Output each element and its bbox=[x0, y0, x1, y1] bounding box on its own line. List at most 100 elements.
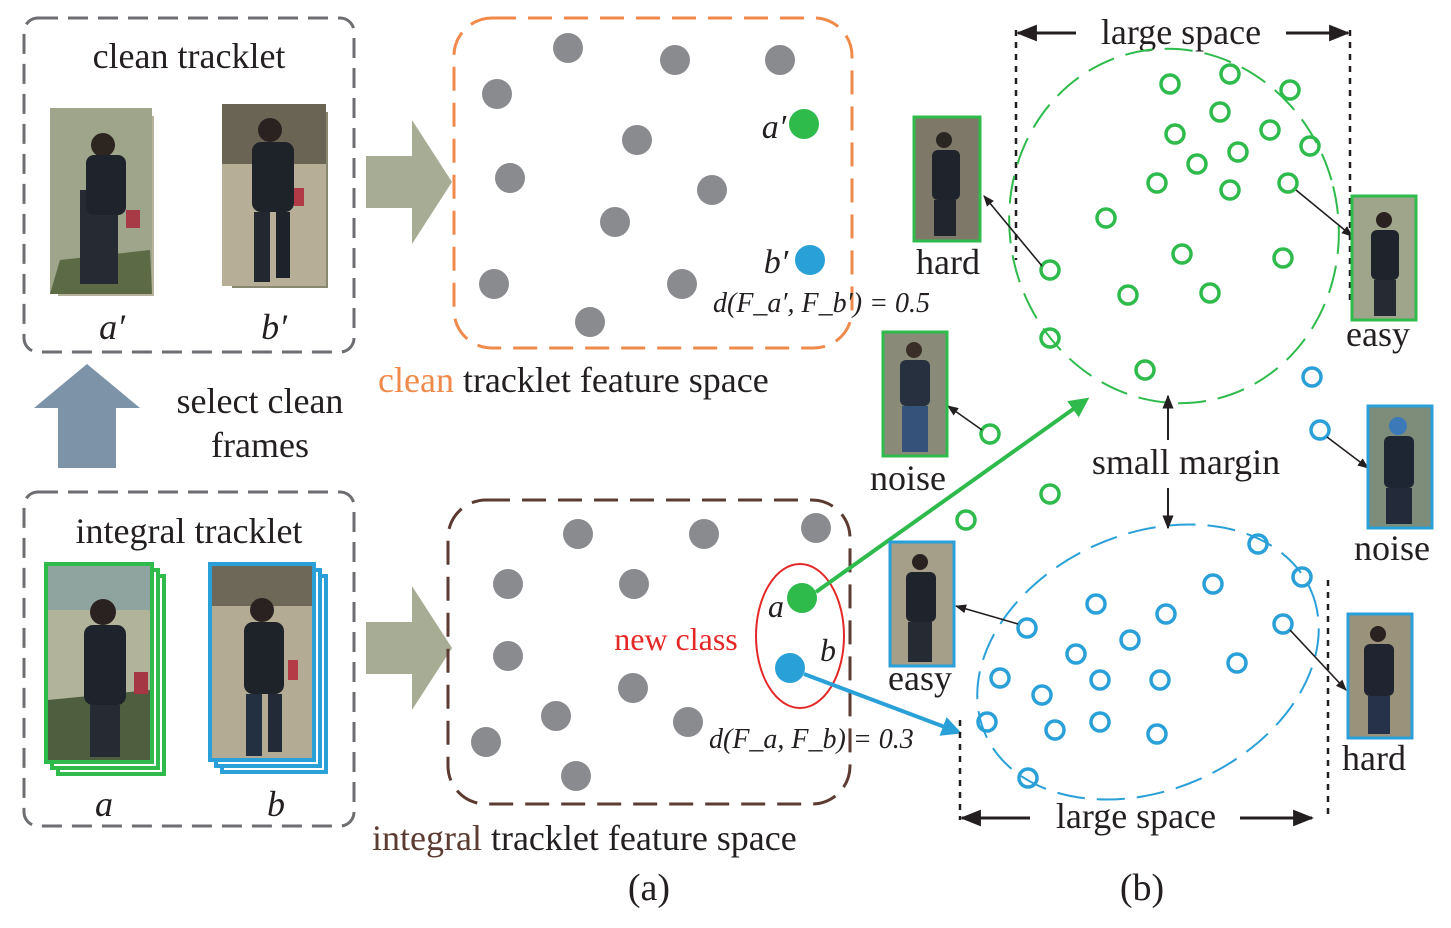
clean-feature-space-caption: clean tracklet feature space bbox=[378, 360, 769, 400]
blue-sample bbox=[1119, 629, 1141, 651]
integral-feature-space-caption: integral tracklet feature space bbox=[372, 818, 797, 858]
blue-sample bbox=[1291, 566, 1313, 588]
gray-point bbox=[541, 701, 571, 731]
clean-feature-space: a′ b′ d(F_a′, F_b′) = 0.5 clean tracklet… bbox=[378, 16, 930, 400]
green-sample bbox=[1259, 119, 1281, 141]
thumb-easy-blue-label: easy bbox=[888, 658, 952, 698]
green-mapping-arrow bbox=[814, 397, 1090, 594]
integral-distance-label: d(F_a, F_b) = 0.3 bbox=[709, 724, 914, 755]
green-sample bbox=[1146, 172, 1168, 194]
blue-sample bbox=[976, 711, 998, 733]
thumb-hard-green-label: hard bbox=[916, 242, 980, 282]
gray-point bbox=[689, 519, 719, 549]
thumb-easy-green-label: easy bbox=[1346, 314, 1410, 354]
integral-point-b bbox=[775, 653, 805, 683]
blue-mapping-arrow bbox=[803, 672, 962, 736]
green-cluster-boundary bbox=[1008, 47, 1340, 405]
thumb-hard-blue: hard bbox=[1342, 612, 1414, 778]
green-sample bbox=[955, 509, 977, 531]
blue-sample bbox=[1301, 366, 1323, 388]
green-sample bbox=[1164, 123, 1186, 145]
clean-frame-label-a: a′ bbox=[99, 307, 126, 347]
green-sample bbox=[1219, 179, 1241, 201]
subfigure-label-a: (a) bbox=[628, 867, 670, 909]
gray-point bbox=[673, 707, 703, 737]
blue-sample bbox=[1146, 723, 1168, 745]
clean-frame-label-b: b′ bbox=[261, 307, 288, 347]
blue-sample bbox=[1309, 419, 1331, 441]
blue-sample bbox=[1065, 643, 1087, 665]
thumb-hard-blue-label: hard bbox=[1342, 738, 1406, 778]
thumb-noise-green: noise bbox=[870, 330, 949, 498]
green-sample bbox=[1299, 135, 1321, 157]
gray-point bbox=[765, 45, 795, 75]
new-class-ellipse bbox=[755, 563, 845, 709]
bottom-span-label: large space bbox=[1056, 796, 1216, 836]
green-sample bbox=[979, 423, 1001, 445]
gray-point bbox=[471, 727, 501, 757]
gray-point bbox=[801, 513, 831, 543]
pointer-noise-green bbox=[947, 405, 983, 431]
green-sample bbox=[1039, 259, 1061, 281]
green-samples bbox=[955, 63, 1321, 531]
pointer-easy-blue bbox=[954, 604, 1019, 625]
clean-tracklet-box: clean tracklet a′ b′ bbox=[22, 16, 356, 354]
top-span-label: large space bbox=[1101, 12, 1261, 52]
integral-frame-label-a: a bbox=[95, 784, 113, 824]
green-sample bbox=[1095, 207, 1117, 229]
blue-sample bbox=[1226, 652, 1248, 674]
blue-sample bbox=[1044, 719, 1066, 741]
thumb-noise-blue-label: noise bbox=[1354, 528, 1430, 568]
green-sample bbox=[1209, 101, 1231, 123]
pointer-easy-green bbox=[1295, 189, 1353, 237]
green-sample bbox=[1277, 172, 1299, 194]
integral-frame-b-stack bbox=[208, 562, 328, 774]
gray-point bbox=[667, 269, 697, 299]
green-sample bbox=[1171, 243, 1193, 265]
green-sample bbox=[1219, 63, 1241, 85]
blue-sample bbox=[1089, 711, 1111, 733]
green-sample bbox=[1186, 153, 1208, 175]
integral-frame-label-b: b bbox=[267, 784, 285, 824]
panel-b: large space large space small margin bbox=[870, 12, 1434, 836]
clean-tracklet-title: clean tracklet bbox=[93, 36, 286, 76]
blue-sample bbox=[1016, 617, 1038, 639]
blue-sample bbox=[1247, 533, 1269, 555]
gray-point bbox=[479, 269, 509, 299]
subfigure-label-b: (b) bbox=[1120, 867, 1164, 909]
select-clean-label-line2: frames bbox=[211, 425, 309, 465]
thumb-hard-green: hard bbox=[912, 115, 982, 282]
clean-point-a bbox=[789, 109, 819, 139]
blue-sample bbox=[1155, 603, 1177, 625]
gray-point bbox=[493, 569, 523, 599]
green-sample bbox=[1134, 359, 1156, 381]
integral-frame-a-stack bbox=[44, 562, 166, 776]
blue-sample bbox=[1031, 684, 1053, 706]
gray-point bbox=[482, 79, 512, 109]
integral-tracklet-box: integral tracklet a b bbox=[22, 490, 356, 828]
blue-samples bbox=[976, 366, 1331, 789]
gray-point bbox=[563, 519, 593, 549]
gray-point bbox=[619, 569, 649, 599]
gray-point bbox=[575, 307, 605, 337]
clean-frame-b-stack bbox=[222, 104, 328, 288]
clean-caption-word: clean bbox=[378, 360, 454, 400]
blue-sample bbox=[1149, 669, 1171, 691]
thumb-noise-blue: noise bbox=[1354, 404, 1434, 568]
integral-point-b-label: b bbox=[820, 632, 836, 668]
new-class-label: new class bbox=[614, 621, 738, 657]
integral-point-a bbox=[787, 583, 817, 613]
green-sample bbox=[1227, 141, 1249, 163]
pointer-hard-green bbox=[983, 195, 1043, 267]
green-sample bbox=[1279, 79, 1301, 101]
gray-point bbox=[553, 33, 583, 63]
clean-distance-label: d(F_a′, F_b′) = 0.5 bbox=[713, 288, 930, 319]
blue-sample bbox=[989, 667, 1011, 689]
select-clean-arrow: select clean frames bbox=[34, 364, 343, 468]
green-sample bbox=[1039, 327, 1061, 349]
blue-sample bbox=[1272, 613, 1294, 635]
gray-point bbox=[561, 761, 591, 791]
green-sample bbox=[1199, 282, 1221, 304]
